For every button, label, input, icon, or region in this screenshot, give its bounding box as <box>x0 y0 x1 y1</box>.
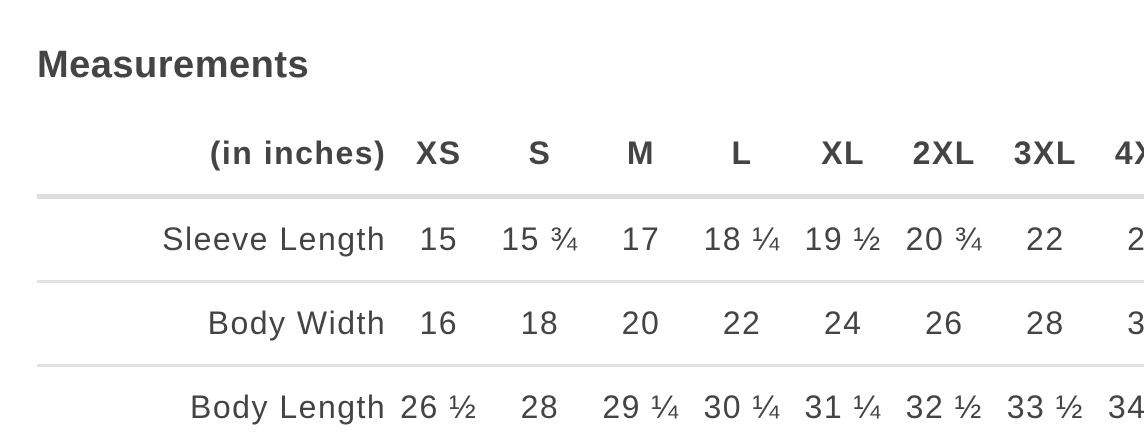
measurement-cell: 23 <box>1096 197 1144 282</box>
measurement-cell: 24 <box>793 282 894 366</box>
measurement-cell: 22 <box>692 282 793 366</box>
size-header: L <box>692 112 793 197</box>
measurement-cell: 30 ¼ <box>692 366 793 448</box>
page-title: Measurements <box>37 44 309 87</box>
measurement-cell: 26 <box>894 282 995 366</box>
measurement-cell: 18 ¼ <box>692 197 793 282</box>
measurements-table: (in inches) XSSMLXL2XL3XL4XL Sleeve Leng… <box>37 112 1144 448</box>
header-row: (in inches) XSSMLXL2XL3XL4XL <box>37 112 1144 197</box>
row-label: Body Width <box>37 282 388 366</box>
size-header: 3XL <box>995 112 1096 197</box>
table-row: Body Width1618202224262830 <box>37 282 1144 366</box>
measurement-cell: 20 <box>590 282 691 366</box>
measurement-cell: 17 <box>590 197 691 282</box>
measurement-cell: 15 ¾ <box>489 197 590 282</box>
size-header: M <box>590 112 691 197</box>
measurement-cell: 18 <box>489 282 590 366</box>
size-header: XL <box>793 112 894 197</box>
measurement-cell: 28 <box>995 282 1096 366</box>
measurement-cell: 33 ½ <box>995 366 1096 448</box>
row-label: Body Length <box>37 366 388 448</box>
measurement-cell: 29 ¼ <box>590 366 691 448</box>
row-label: Sleeve Length <box>37 197 388 282</box>
measurement-cell: 16 <box>388 282 489 366</box>
measurement-cell: 22 <box>995 197 1096 282</box>
size-header: 2XL <box>894 112 995 197</box>
measurement-cell: 30 <box>1096 282 1144 366</box>
measurement-cell: 20 ¾ <box>894 197 995 282</box>
size-header: S <box>489 112 590 197</box>
measurement-cell: 28 <box>489 366 590 448</box>
size-header: XS <box>388 112 489 197</box>
measurement-cell: 31 ¼ <box>793 366 894 448</box>
measurement-cell: 26 ½ <box>388 366 489 448</box>
size-header: 4XL <box>1096 112 1144 197</box>
measurement-cell: 34 ½ <box>1096 366 1144 448</box>
measurement-cell: 32 ½ <box>894 366 995 448</box>
unit-label: (in inches) <box>37 112 388 197</box>
measurement-cell: 15 <box>388 197 489 282</box>
measurement-cell: 19 ½ <box>793 197 894 282</box>
